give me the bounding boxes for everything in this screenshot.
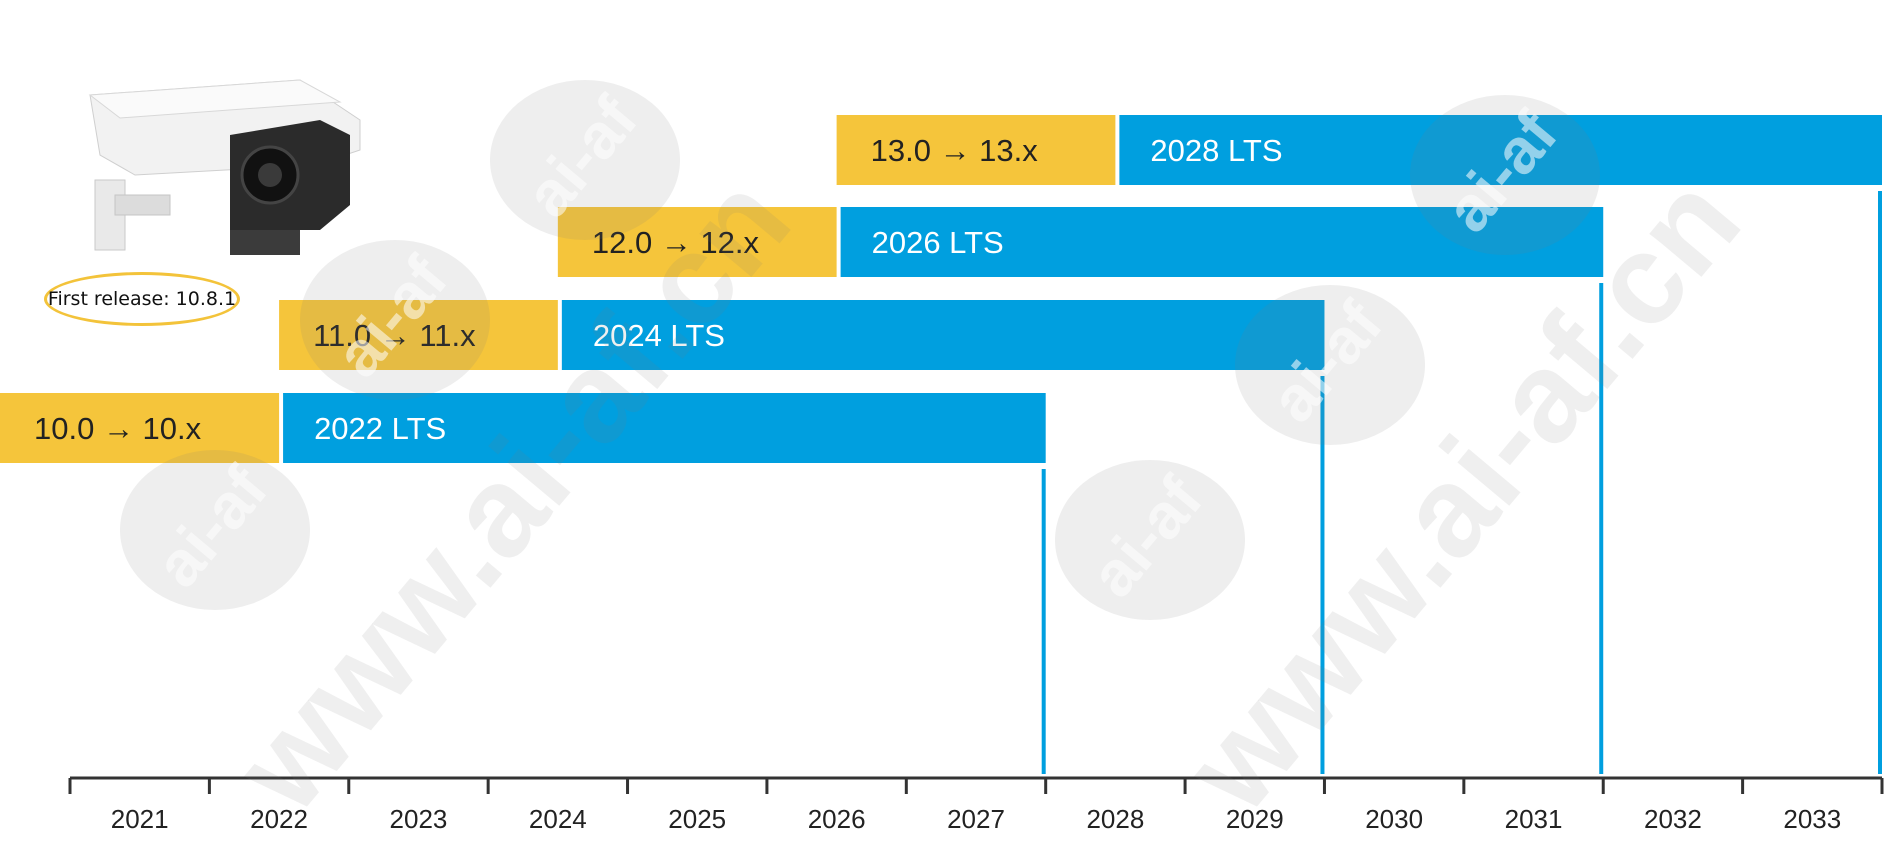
lts-bar-label: 2028 LTS bbox=[1150, 133, 1282, 168]
x-tick-label: 2028 bbox=[1086, 804, 1144, 834]
track-bar bbox=[279, 300, 558, 370]
camera-illustration bbox=[80, 60, 370, 270]
x-tick-label: 2027 bbox=[947, 804, 1005, 834]
x-tick-label: 2033 bbox=[1783, 804, 1841, 834]
x-tick-label: 2031 bbox=[1505, 804, 1563, 834]
first-release-label: First release: 10.8.1 bbox=[47, 288, 237, 310]
track-bar bbox=[0, 393, 280, 463]
x-tick-label: 2030 bbox=[1365, 804, 1423, 834]
x-tick-label: 2021 bbox=[111, 804, 169, 834]
x-tick-label: 2023 bbox=[390, 804, 448, 834]
track-bar-label: 11.0 → 11.x bbox=[313, 318, 476, 353]
lts-bar bbox=[561, 300, 1325, 370]
lts-bar bbox=[840, 207, 1604, 277]
track-bar-label: 12.0 → 12.x bbox=[592, 225, 760, 260]
lts-bar bbox=[1119, 115, 1882, 185]
x-tick-label: 2029 bbox=[1226, 804, 1284, 834]
x-tick-label: 2025 bbox=[668, 804, 726, 834]
track-bar bbox=[557, 207, 837, 277]
mount-arm bbox=[114, 194, 171, 216]
lts-bar-label: 2022 LTS bbox=[314, 411, 446, 446]
track-bar-label: 13.0 → 13.x bbox=[871, 133, 1039, 168]
lts-bar-label: 2026 LTS bbox=[872, 225, 1004, 260]
first-release-callout: First release: 10.8.1 bbox=[44, 272, 240, 326]
lts-bar bbox=[283, 393, 1046, 463]
track-bar bbox=[836, 115, 1116, 185]
track-bar-label: 10.0 → 10.x bbox=[34, 411, 202, 446]
x-tick-label: 2024 bbox=[529, 804, 587, 834]
x-tick-label: 2032 bbox=[1644, 804, 1702, 834]
x-tick-label: 2022 bbox=[250, 804, 308, 834]
x-tick-label: 2026 bbox=[808, 804, 866, 834]
lts-bar-label: 2024 LTS bbox=[593, 318, 725, 353]
